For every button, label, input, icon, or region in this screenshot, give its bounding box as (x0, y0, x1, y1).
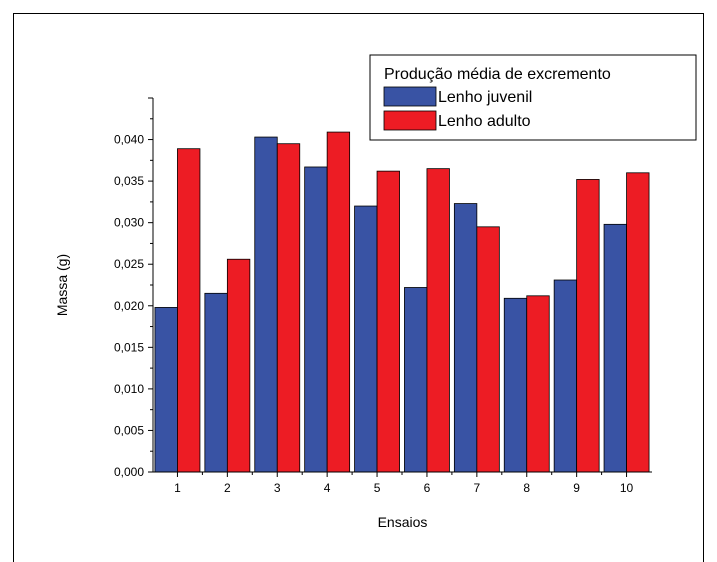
bar-lenho-juvenil-7 (453, 203, 478, 473)
y-tick-label: 0,005 (114, 423, 144, 437)
bar-lenho-juvenil-4 (304, 166, 328, 473)
bar-lenho-juvenil-10 (603, 223, 627, 473)
x-tick-label: 5 (374, 481, 381, 495)
y-tick-label: 0,020 (114, 299, 144, 313)
bar-lenho-juvenil-1 (154, 307, 178, 473)
y-tick-label: 0,040 (114, 133, 144, 147)
bar-lenho-juvenil-5 (354, 205, 378, 473)
x-tick-label: 9 (573, 481, 580, 495)
bar-lenho-adulto-10 (626, 172, 650, 473)
bar-lenho-adulto-8 (526, 295, 550, 473)
x-tick-label: 6 (424, 481, 431, 495)
legend-label-lenho-juvenil: Lenho juvenil (438, 89, 532, 106)
bars-group (154, 131, 650, 473)
x-tick-label: 10 (620, 481, 634, 495)
y-tick-label: 0,025 (114, 257, 144, 271)
legend-title: Produção média de excremento (384, 66, 611, 83)
bar-lenho-juvenil-2 (204, 292, 228, 473)
bar-lenho-juvenil-9 (553, 279, 578, 473)
y-tick-label: 0,000 (114, 465, 144, 479)
x-tick-label: 2 (224, 481, 231, 495)
bar-lenho-adulto-7 (476, 226, 500, 473)
y-tick-label: 0,015 (114, 340, 144, 354)
y-tick-label: 0,030 (114, 216, 144, 230)
bar-lenho-adulto-5 (376, 170, 400, 473)
bar-lenho-adulto-3 (276, 143, 301, 473)
bar-lenho-adulto-1 (177, 148, 201, 473)
bar-lenho-juvenil-8 (503, 297, 528, 473)
bar-lenho-adulto-2 (226, 258, 251, 473)
x-tick-label: 1 (174, 481, 181, 495)
x-tick-label: 8 (523, 481, 530, 495)
y-axis-title: Massa (g) (54, 254, 70, 316)
x-tick-label: 4 (324, 481, 331, 495)
bar-lenho-adulto-6 (426, 168, 450, 473)
x-tick-label: 7 (474, 481, 481, 495)
x-axis-title: Ensaios (378, 514, 428, 530)
chart-frame (13, 13, 704, 562)
y-tick-label: 0,010 (114, 382, 144, 396)
bar-lenho-adulto-4 (326, 131, 351, 473)
legend-swatch-lenho-juvenil (383, 86, 437, 107)
legend-swatch-lenho-adulto (383, 110, 437, 131)
bar-lenho-juvenil-3 (254, 136, 278, 473)
y-tick-label: 0,035 (114, 174, 144, 188)
bar-lenho-juvenil-6 (404, 287, 428, 473)
legend-label-lenho-adulto: Lenho adulto (438, 113, 531, 130)
x-tick-label: 3 (274, 481, 281, 495)
legend: Produção média de excremento Lenho juven… (369, 54, 697, 141)
bar-lenho-adulto-9 (576, 179, 600, 473)
ticks-group: 0,000 0,005 0,010 0,015 0,020 0,025 0,030 0,035… (114, 97, 634, 495)
